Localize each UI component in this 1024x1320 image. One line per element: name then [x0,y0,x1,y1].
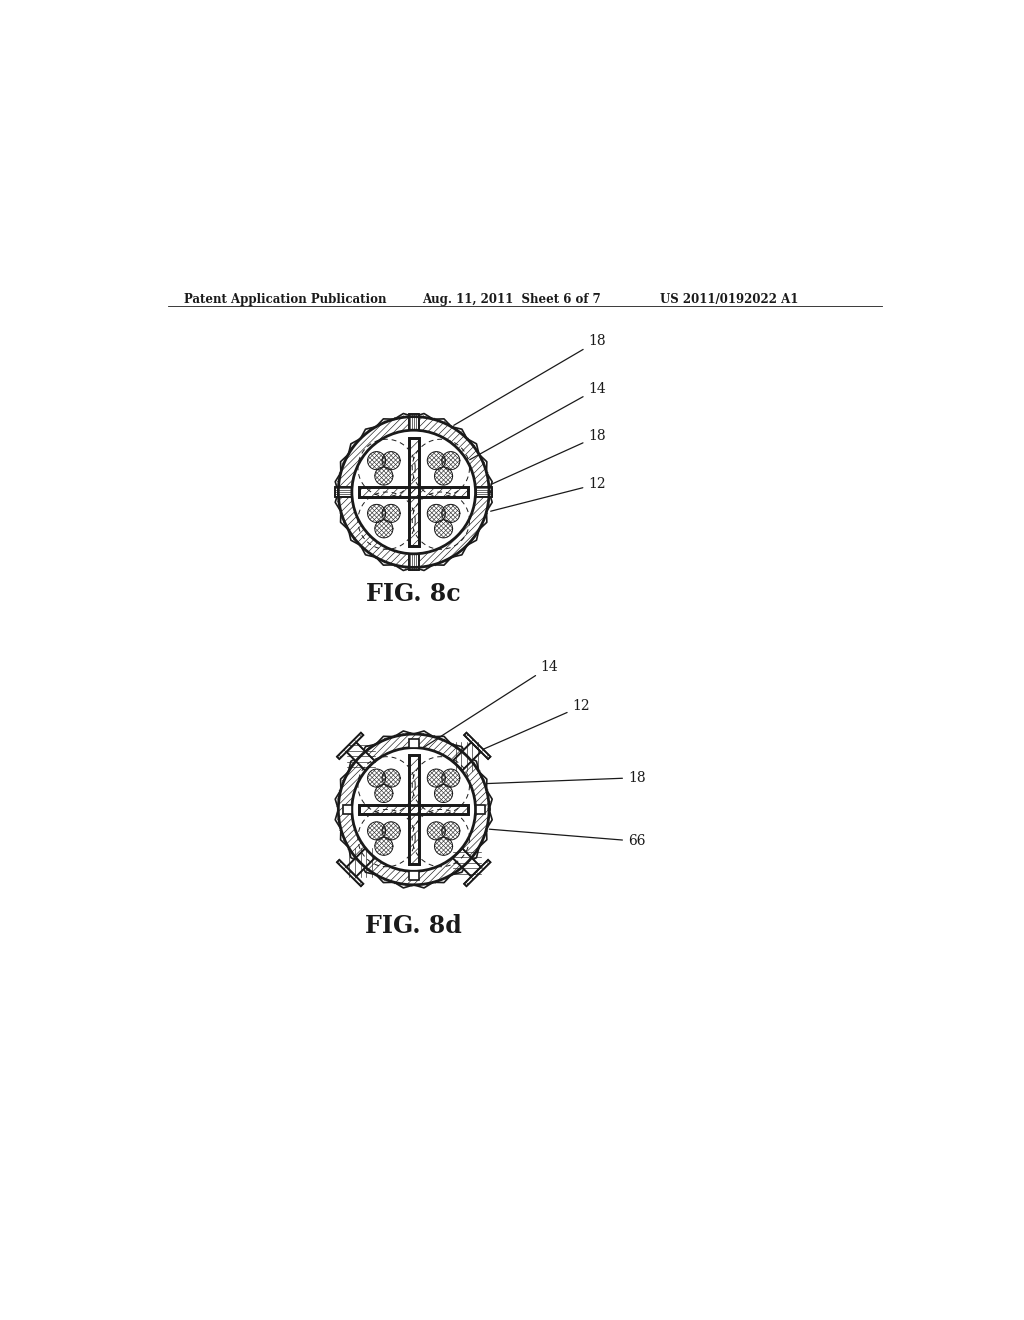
Circle shape [427,451,445,470]
Text: 12: 12 [490,477,606,511]
Text: Aug. 11, 2011  Sheet 6 of 7: Aug. 11, 2011 Sheet 6 of 7 [422,293,600,306]
Bar [409,755,419,863]
Circle shape [382,770,400,787]
Text: 12: 12 [447,700,590,766]
Polygon shape [464,733,490,759]
Bar [359,805,468,814]
Circle shape [382,822,400,840]
Circle shape [427,504,445,523]
Circle shape [352,747,475,871]
Circle shape [441,822,460,840]
Circle shape [434,520,453,537]
Circle shape [434,837,453,855]
Circle shape [441,770,460,787]
Text: 14: 14 [470,381,606,459]
Text: 66: 66 [489,829,645,849]
Circle shape [368,770,386,787]
Bar [359,487,468,496]
Circle shape [434,467,453,484]
Polygon shape [343,805,352,814]
Circle shape [375,784,393,803]
Polygon shape [346,849,375,876]
Polygon shape [337,733,364,759]
Circle shape [368,451,386,470]
Circle shape [334,412,494,572]
Polygon shape [453,742,481,771]
Circle shape [375,467,393,484]
Circle shape [352,430,475,554]
Circle shape [375,837,393,855]
Text: FIG. 8d: FIG. 8d [366,915,462,939]
Polygon shape [409,739,419,747]
Bar [409,755,419,863]
Text: 18: 18 [492,429,606,484]
Text: 18: 18 [487,771,645,784]
Bar [409,438,419,546]
Polygon shape [475,805,484,814]
Polygon shape [453,849,481,876]
Bar [359,487,468,496]
Circle shape [375,520,393,537]
Circle shape [382,504,400,523]
Circle shape [368,504,386,523]
Circle shape [427,770,445,787]
Bar [409,438,419,546]
Circle shape [368,822,386,840]
Polygon shape [409,554,419,570]
Polygon shape [475,487,493,496]
Circle shape [382,451,400,470]
Bar [359,805,468,814]
Polygon shape [337,859,364,886]
Polygon shape [464,859,490,886]
Text: Patent Application Publication: Patent Application Publication [183,293,386,306]
Polygon shape [409,413,419,430]
Text: FIG. 8c: FIG. 8c [367,582,461,606]
Polygon shape [335,487,352,496]
Circle shape [441,504,460,523]
Text: 14: 14 [416,660,558,752]
Text: US 2011/0192022 A1: US 2011/0192022 A1 [659,293,798,306]
Text: 18: 18 [454,334,606,425]
Circle shape [427,822,445,840]
Polygon shape [409,871,419,880]
Circle shape [327,723,501,896]
Polygon shape [346,742,375,771]
Circle shape [441,451,460,470]
Circle shape [434,784,453,803]
